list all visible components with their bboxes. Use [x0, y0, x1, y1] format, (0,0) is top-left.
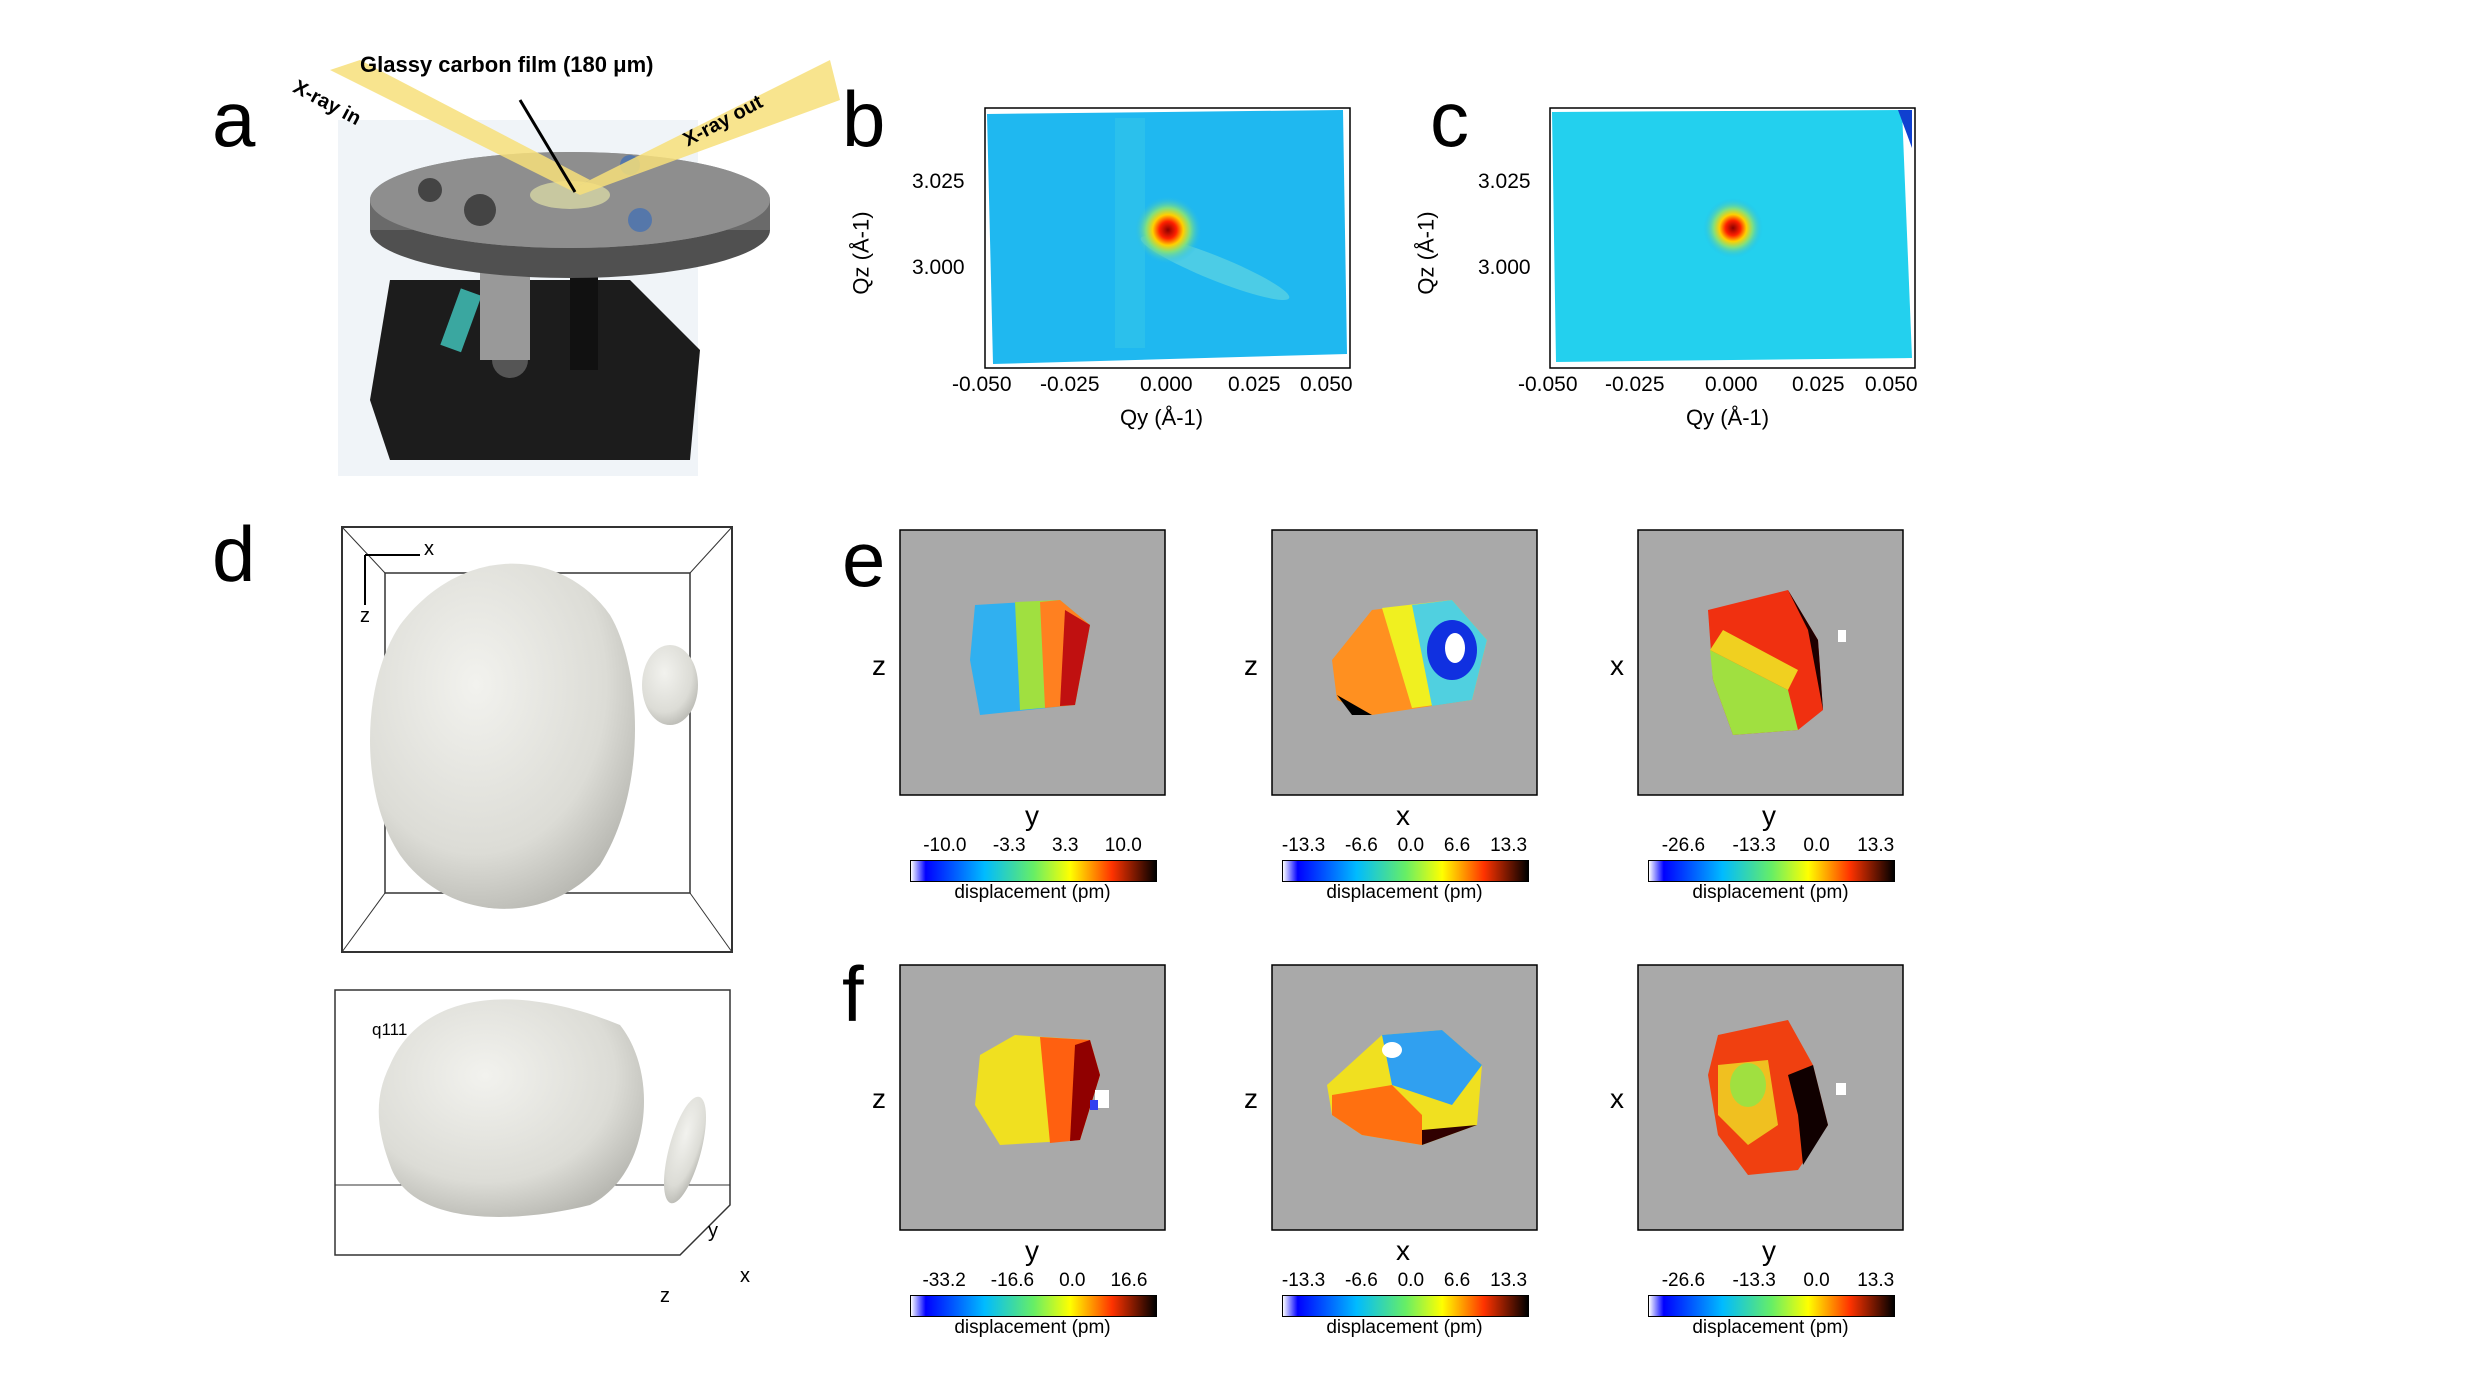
c-ytick-1: 3.000 [1478, 256, 1531, 279]
f3-colorbar [1648, 1295, 1895, 1317]
e2-tick-4: 13.3 [1490, 835, 1528, 856]
f3-ylabel: x [1610, 1083, 1624, 1114]
panel-label-b: b [842, 75, 886, 163]
f1-tick-3: 16.6 [1110, 1270, 1148, 1291]
f2-tick-4: 13.3 [1490, 1270, 1528, 1291]
diffraction-pattern-b [984, 107, 1351, 369]
f2-cb-title: displacement (pm) [1326, 1317, 1483, 1338]
f1-xlabel: y [1025, 1235, 1039, 1266]
crystal-3d-top [340, 525, 735, 955]
e1-ticks: -10.0 -3.3 3.3 10.0 [910, 835, 1155, 857]
crystal-3d-bottom [330, 985, 750, 1275]
e3-xlabel: y [1762, 800, 1776, 831]
b-ytick-0: 3.025 [912, 170, 965, 193]
e2-tick-0: -13.3 [1281, 835, 1326, 856]
e3-tick-3: 13.3 [1857, 835, 1895, 856]
e1-tick-0: -10.0 [923, 835, 967, 856]
f3-ticks: -26.6 -13.3 0.0 13.3 [1648, 1270, 1908, 1292]
sample-stage-illustration [330, 60, 850, 480]
e3-cb-title: displacement (pm) [1692, 882, 1849, 903]
b-xtick-0: -0.050 [952, 373, 1012, 396]
f3-cb-title: displacement (pm) [1692, 1317, 1849, 1338]
e2-xlabel: x [1396, 800, 1410, 831]
f3-tick-1: -13.3 [1732, 1270, 1776, 1291]
glassy-carbon-label: Glassy carbon film (180 μm) [360, 52, 654, 77]
f3-xlabel: y [1762, 1235, 1776, 1266]
f2-tick-1: -6.6 [1345, 1270, 1378, 1291]
c-xtick-4: 0.050 [1865, 373, 1918, 396]
f-map-2 [1271, 964, 1538, 1231]
f1-tick-2: 0.0 [1059, 1270, 1086, 1291]
e2-ylabel: z [1244, 650, 1258, 681]
f1-cb-title: displacement (pm) [954, 1317, 1111, 1338]
e3-tick-1: -13.3 [1732, 835, 1776, 856]
b-xlabel: Qy (Å-1) [1120, 405, 1204, 430]
b-xtick-1: -0.025 [1040, 373, 1100, 396]
f1-ticks: -33.2 -16.6 0.0 16.6 [910, 1270, 1160, 1292]
e2-tick-3: 6.6 [1443, 835, 1471, 856]
e2-tick-2: 0.0 [1397, 835, 1425, 856]
f2-xlabel: x [1396, 1235, 1410, 1266]
f3-tick-3: 13.3 [1857, 1270, 1895, 1291]
e3-tick-0: -26.6 [1661, 835, 1706, 856]
panel-label-c: c [1430, 75, 1469, 163]
f2-tick-3: 6.6 [1443, 1270, 1471, 1291]
f1-tick-1: -16.6 [990, 1270, 1035, 1291]
f2-colorbar [1282, 1295, 1529, 1317]
e1-tick-3: 10.0 [1104, 835, 1142, 856]
f2-tick-0: -13.3 [1281, 1270, 1326, 1291]
f2-ylabel: z [1244, 1083, 1258, 1114]
b-ylabel: Qz (Å-1) [848, 211, 874, 295]
e-map-3 [1637, 529, 1904, 796]
c-ytick-0: 3.025 [1478, 170, 1531, 193]
c-xtick-0: -0.050 [1518, 373, 1578, 396]
e1-colorbar [910, 860, 1157, 882]
c-xtick-2: 0.000 [1705, 373, 1758, 396]
c-xlabel: Qy (Å-1) [1686, 405, 1770, 430]
panel-label-e: e [842, 515, 886, 603]
f2-tick-2: 0.0 [1397, 1270, 1425, 1291]
f3-tick-0: -26.6 [1661, 1270, 1706, 1291]
e-map-2 [1271, 529, 1538, 796]
b-xtick-4: 0.050 [1300, 373, 1353, 396]
f-map-1 [899, 964, 1166, 1231]
e1-tick-2: 3.3 [1052, 835, 1079, 856]
b-xtick-2: 0.000 [1140, 373, 1193, 396]
e2-ticks: -13.3 -6.6 0.0 6.6 13.3 [1272, 835, 1537, 857]
e2-colorbar [1282, 860, 1529, 882]
panel-label-d: d [212, 510, 256, 598]
b-ytick-1: 3.000 [912, 256, 965, 279]
e1-ylabel: z [872, 650, 886, 681]
e-map-1 [899, 529, 1166, 796]
f1-colorbar [910, 1295, 1157, 1317]
e3-colorbar [1648, 860, 1895, 882]
c-xtick-1: -0.025 [1605, 373, 1665, 396]
d-top-x-axis: x [424, 538, 434, 560]
d-bottom-y-axis: y [708, 1220, 718, 1242]
e2-tick-1: -6.6 [1345, 835, 1378, 856]
e1-cb-title: displacement (pm) [954, 882, 1111, 903]
c-ylabel: Qz (Å-1) [1413, 211, 1439, 295]
panel-label-f: f [842, 950, 864, 1038]
diffraction-pattern-c [1549, 107, 1916, 369]
d-bottom-q-axis: q111 [372, 1020, 408, 1039]
f2-ticks: -13.3 -6.6 0.0 6.6 13.3 [1272, 1270, 1537, 1292]
f3-tick-2: 0.0 [1803, 1270, 1830, 1291]
e3-ticks: -26.6 -13.3 0.0 13.3 [1648, 835, 1908, 857]
f1-ylabel: z [872, 1083, 886, 1114]
f-map-3 [1637, 964, 1904, 1231]
e2-cb-title: displacement (pm) [1326, 882, 1483, 903]
e1-tick-1: -3.3 [992, 835, 1026, 856]
c-xtick-3: 0.025 [1792, 373, 1845, 396]
b-xtick-3: 0.025 [1228, 373, 1281, 396]
e1-xlabel: y [1025, 800, 1039, 831]
d-bottom-z-axis: z [660, 1285, 670, 1307]
f1-tick-0: -33.2 [922, 1270, 966, 1291]
d-top-z-axis: z [360, 605, 370, 627]
d-bottom-x-axis: x [740, 1265, 750, 1287]
e3-tick-2: 0.0 [1803, 835, 1830, 856]
panel-label-a: a [212, 75, 256, 163]
e3-ylabel: x [1610, 650, 1624, 681]
